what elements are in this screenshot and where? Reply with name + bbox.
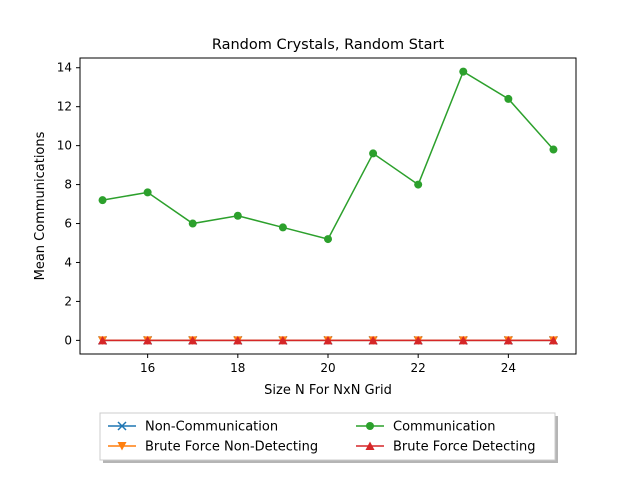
y-tick-label: 6 xyxy=(64,217,72,231)
data-point-brute-force-detecting xyxy=(548,335,558,345)
data-point-communication xyxy=(549,145,558,154)
data-point-communication xyxy=(233,211,242,220)
data-point-communication xyxy=(143,188,152,197)
data-point-brute-force-detecting xyxy=(323,335,333,345)
x-tick-label: 20 xyxy=(320,361,335,375)
chart-title: Random Crystals, Random Start xyxy=(212,37,445,53)
data-point-communication xyxy=(98,196,107,205)
y-tick-label: 4 xyxy=(64,255,72,269)
data-point-brute-force-detecting xyxy=(503,335,513,345)
y-tick-label: 12 xyxy=(57,100,72,114)
legend-marker-non-communication xyxy=(117,421,127,431)
data-point-communication xyxy=(504,94,513,103)
data-point-brute-force-detecting xyxy=(233,335,243,345)
legend-marker-brute-force-detecting xyxy=(365,441,375,450)
data-point-brute-force-detecting xyxy=(188,335,198,345)
data-point-communication xyxy=(369,149,378,158)
data-point-communication xyxy=(278,223,287,232)
legend-marker-communication xyxy=(366,422,374,430)
axes-frame xyxy=(79,57,577,355)
y-tick-label: 0 xyxy=(64,333,72,347)
x-tick-label: 22 xyxy=(411,361,426,375)
data-point-communication xyxy=(414,180,423,189)
legend: Non-Communication Communication Brute Forc… xyxy=(99,412,558,463)
series-line-communication xyxy=(102,70,555,240)
y-tick-label: 14 xyxy=(57,61,72,75)
legend-label-brute-force-non-detecting: Brute Force Non-Detecting xyxy=(145,440,318,455)
y-tick-label: 8 xyxy=(64,178,72,192)
y-tick-label: 10 xyxy=(57,139,72,153)
legend-box xyxy=(99,412,556,461)
data-point-communication xyxy=(459,67,468,76)
legend-label-communication: Communication xyxy=(393,420,495,435)
data-point-communication xyxy=(188,219,197,228)
legend-label-brute-force-detecting: Brute Force Detecting xyxy=(393,440,536,455)
data-point-brute-force-detecting xyxy=(368,335,378,345)
x-tick-label: 24 xyxy=(501,361,516,375)
data-point-brute-force-detecting xyxy=(98,335,108,345)
y-axis-label: Mean Communications xyxy=(33,131,48,280)
data-point-brute-force-detecting xyxy=(458,335,468,345)
legend-label-non-communication: Non-Communication xyxy=(145,420,278,435)
data-point-brute-force-detecting xyxy=(278,335,288,345)
y-tick-label: 2 xyxy=(64,294,72,308)
data-point-brute-force-detecting xyxy=(413,335,423,345)
x-tick-label: 18 xyxy=(230,361,245,375)
data-point-communication xyxy=(324,235,332,244)
data-point-brute-force-detecting xyxy=(143,335,153,345)
legend-marker-brute-force-non-detecting xyxy=(117,442,127,451)
x-axis-label: Size N For NxN Grid xyxy=(264,383,392,398)
x-tick-label: 16 xyxy=(140,361,155,375)
